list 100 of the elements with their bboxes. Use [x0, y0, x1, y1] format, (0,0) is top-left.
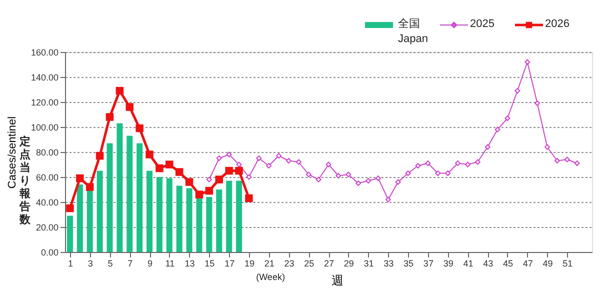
x-tick-label: 47	[522, 258, 533, 268]
point	[166, 160, 174, 168]
y-tick-label: 60.00	[36, 172, 58, 182]
point	[66, 204, 74, 212]
point	[316, 176, 322, 182]
point	[146, 150, 154, 158]
x-tick-label: 13	[184, 258, 195, 268]
point	[445, 170, 451, 176]
point	[395, 179, 401, 185]
x-tick-label: 25	[304, 258, 314, 268]
bar	[106, 143, 113, 252]
x-axis-title: 週	[332, 274, 344, 288]
point	[564, 156, 570, 162]
point	[385, 196, 391, 202]
point	[216, 156, 222, 161]
point	[346, 172, 352, 178]
point	[116, 86, 124, 95]
x-tick-label: 1	[68, 258, 73, 268]
point	[366, 178, 372, 184]
bar	[146, 170, 153, 252]
point	[276, 153, 282, 158]
x-tick-label: 37	[423, 258, 434, 268]
point	[494, 126, 500, 132]
y-tick-label: 160.00	[30, 48, 58, 58]
point	[136, 124, 144, 132]
x-tick-label: 19	[244, 258, 254, 268]
x-tick-label: 15	[204, 258, 215, 268]
point	[235, 166, 243, 175]
legend-label: 2025	[470, 18, 494, 30]
y-tick-label: 140.00	[30, 72, 58, 82]
bar	[226, 180, 232, 252]
bar	[86, 190, 93, 252]
point	[306, 172, 312, 178]
point	[106, 113, 114, 121]
point	[96, 152, 104, 160]
point	[206, 176, 212, 182]
legend-label: 全国 Japan	[398, 18, 428, 45]
point	[405, 170, 411, 176]
point	[225, 166, 233, 175]
bar	[66, 216, 73, 252]
x-tick-label: 21	[264, 258, 274, 268]
point	[534, 100, 540, 106]
y-axis-title: Cases/sentinel	[6, 116, 18, 189]
point	[246, 174, 252, 180]
point	[296, 159, 302, 165]
point	[544, 144, 550, 150]
point	[435, 170, 441, 176]
x-tick-label: 3	[88, 258, 93, 268]
y-tick-label: 100.00	[30, 122, 58, 132]
point	[425, 160, 431, 166]
y-tick-label: 0.00	[40, 248, 58, 258]
bar	[126, 136, 133, 252]
bar	[216, 190, 222, 252]
bar	[96, 170, 103, 252]
point	[76, 174, 84, 182]
point	[226, 152, 232, 158]
point	[156, 164, 164, 172]
x-tick-label: 9	[148, 258, 153, 268]
legend-label: 2026	[545, 18, 570, 30]
x-tick-label: 31	[364, 258, 374, 268]
bar	[156, 177, 162, 252]
x-tick-label: 39	[443, 258, 454, 268]
x-tick-label: 27	[324, 258, 334, 268]
point	[415, 163, 421, 168]
point	[514, 88, 520, 94]
bar	[116, 123, 123, 252]
x-tick-label: 17	[224, 258, 235, 268]
point	[455, 160, 460, 166]
x-tick-label: 45	[502, 258, 513, 268]
point	[195, 190, 204, 198]
y-tick-label: 40.00	[36, 198, 58, 208]
x-tick-label: 11	[165, 258, 175, 268]
point	[266, 163, 272, 168]
point	[504, 116, 510, 121]
point	[185, 178, 194, 186]
x-tick-label: 33	[384, 258, 394, 268]
bar	[76, 184, 83, 252]
point	[326, 162, 332, 168]
x-tick-label: 7	[128, 258, 133, 268]
point	[375, 176, 381, 181]
point	[236, 162, 242, 168]
y-tick-label: 20.00	[36, 222, 58, 232]
bar	[186, 188, 192, 252]
text: 定点当り報告数	[18, 135, 32, 226]
bar	[206, 197, 212, 252]
bar	[166, 178, 172, 252]
point	[336, 173, 342, 178]
point	[86, 183, 94, 191]
point	[474, 159, 480, 165]
point	[126, 103, 134, 111]
point	[205, 186, 214, 195]
point	[215, 176, 223, 184]
y-tick-label: 80.00	[36, 148, 58, 158]
x-tick-label: 23	[284, 258, 294, 268]
bar	[196, 197, 202, 252]
point	[256, 156, 262, 161]
point	[175, 168, 184, 176]
point	[356, 180, 362, 186]
point	[286, 158, 292, 164]
point	[524, 59, 530, 65]
